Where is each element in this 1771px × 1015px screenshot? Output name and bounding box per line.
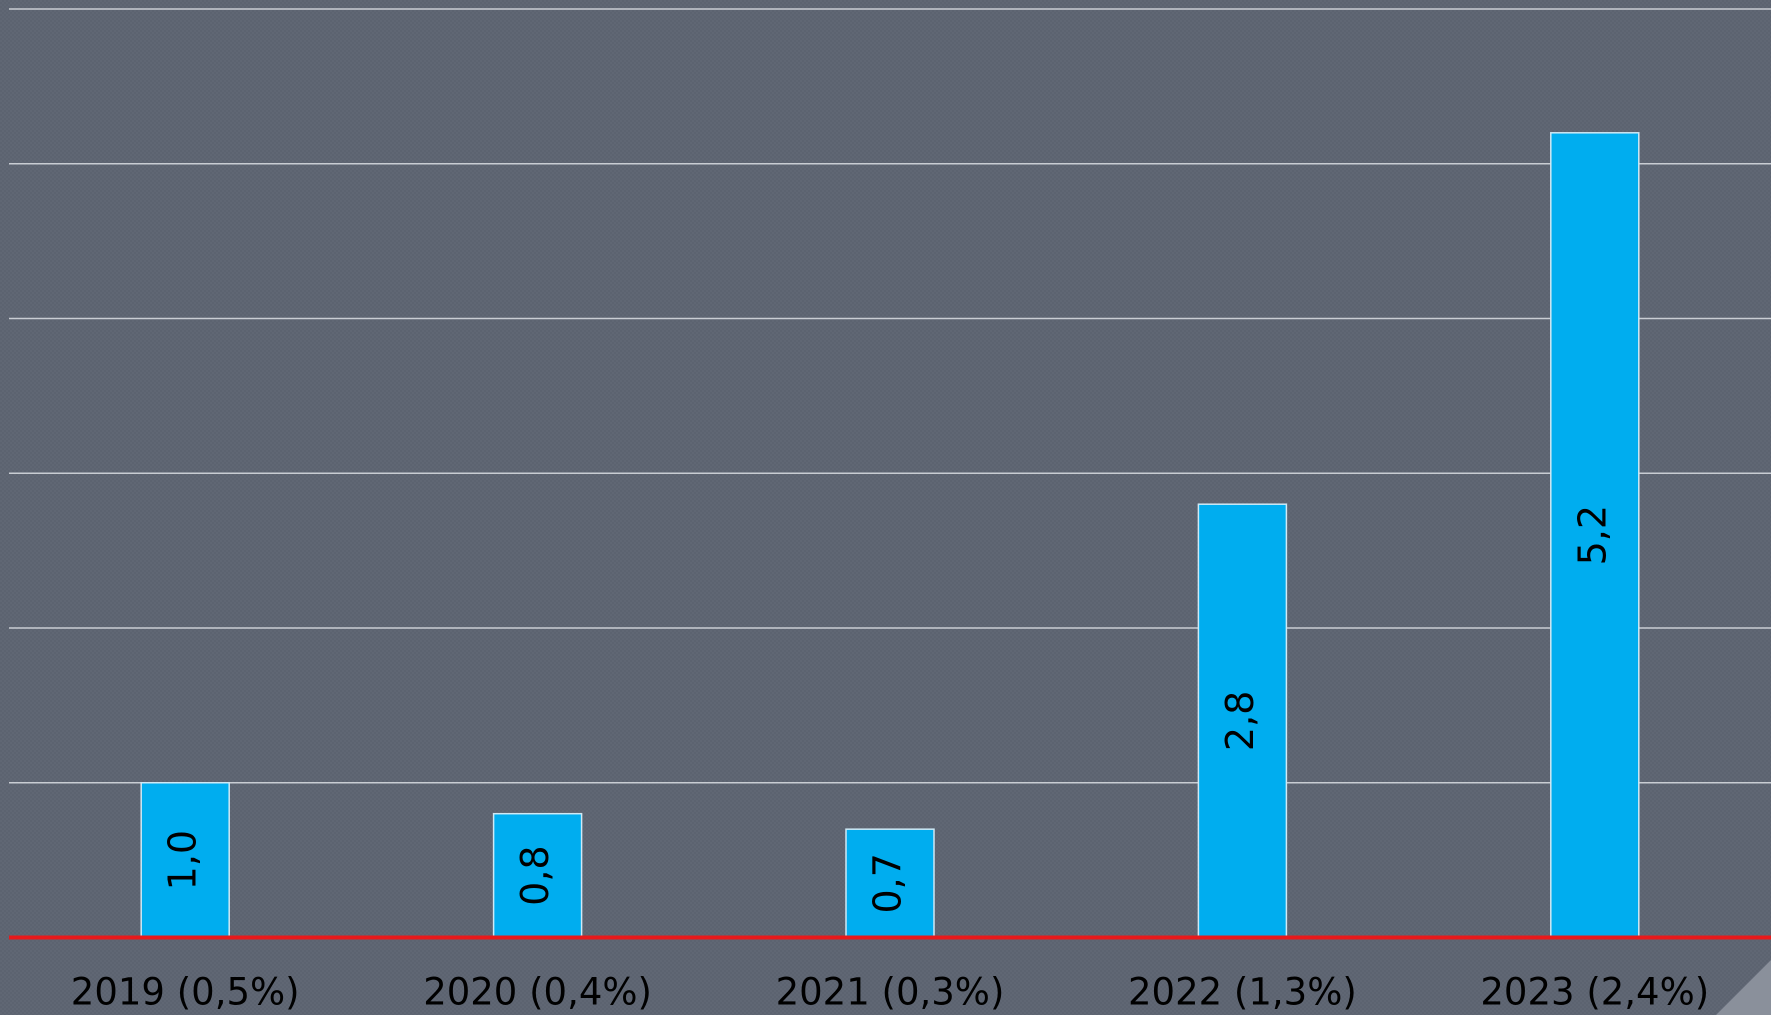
data-label: 0,7	[866, 853, 910, 913]
bar	[1550, 132, 1640, 939]
x-tick-label: 2019 (0,5%)	[71, 971, 300, 1014]
x-tick-label: 2022 (1,3%)	[1128, 971, 1357, 1014]
data-label: 5,2	[1570, 505, 1614, 565]
x-tick-label: 2020 (0,4%)	[423, 971, 652, 1014]
bar	[1197, 503, 1288, 939]
bar	[845, 828, 935, 939]
x-tick-label: 2023 (2,4%)	[1480, 971, 1709, 1014]
data-label: 1,0	[161, 830, 205, 890]
data-label: 0,8	[513, 845, 557, 905]
x-tick-label: 2021 (0,3%)	[776, 971, 1005, 1014]
bar	[492, 812, 583, 939]
corner-decoration	[1716, 960, 1771, 1015]
data-label: 2,8	[1218, 691, 1262, 751]
bar	[140, 782, 230, 939]
